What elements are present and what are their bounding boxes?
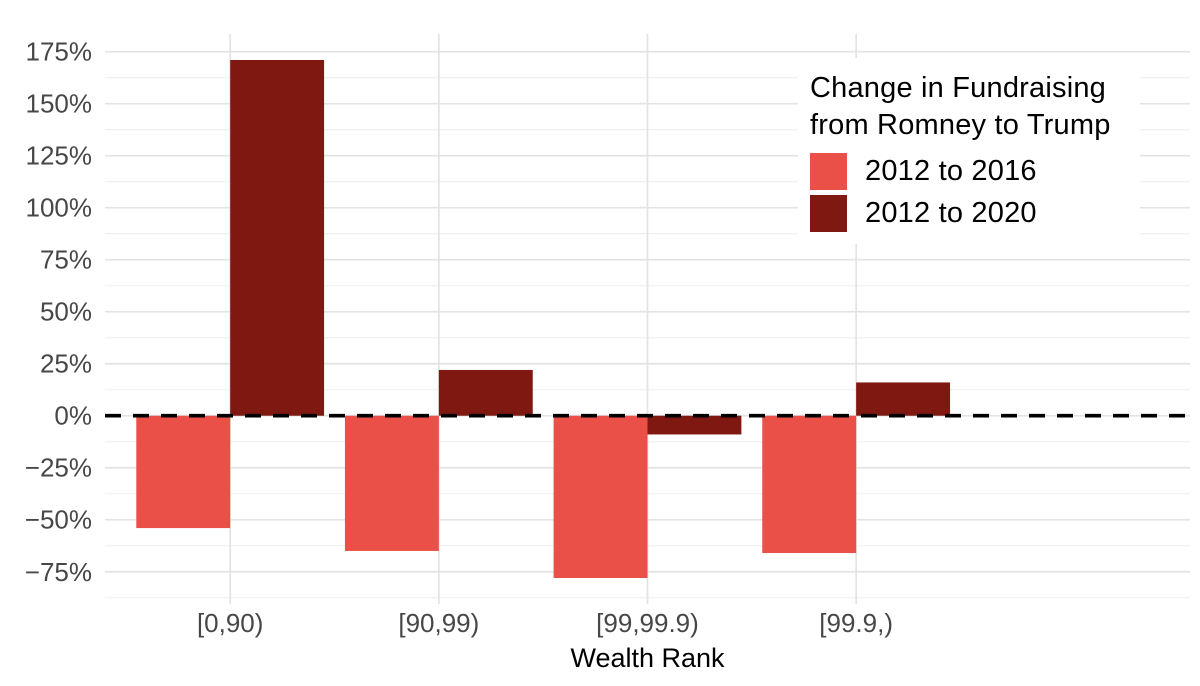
y-tick-label: 75% [40, 245, 92, 275]
legend-item-2012-2016: 2012 to 2016 [810, 153, 1140, 190]
y-tick-label: 125% [26, 141, 93, 171]
y-tick-label: −25% [25, 453, 92, 483]
bar-2012-to-2016-[99,99.9) [553, 415, 648, 578]
x-tick-label: [0,90) [197, 608, 264, 638]
legend-items: 2012 to 2016 2012 to 2020 [810, 153, 1140, 232]
y-tick-label: 0% [54, 401, 92, 431]
bar-2012-to-2020-[90,99) [438, 369, 533, 416]
bar-2012-to-2020-[99.9,) [856, 382, 951, 416]
legend-label-2012-2020: 2012 to 2020 [865, 197, 1037, 229]
y-tick-label: −50% [25, 505, 92, 535]
legend-item-2012-2020: 2012 to 2020 [810, 195, 1140, 232]
y-tick-label: 100% [26, 193, 93, 223]
legend-swatch-2012-2016 [810, 153, 847, 190]
y-tick-label: 50% [40, 297, 92, 327]
x-tick-label: [99.9,) [819, 608, 893, 638]
x-tick-label: [99,99.9) [596, 608, 699, 638]
bar-2012-to-2016-[90,99) [344, 415, 439, 551]
legend-swatch-2012-2020 [810, 195, 847, 232]
bar-2012-to-2016-[0,90) [136, 415, 231, 529]
y-tick-label: 175% [26, 37, 93, 67]
legend: Change in Fundraising from Romney to Tru… [798, 58, 1140, 244]
y-tick-label: 150% [26, 89, 93, 119]
bar-2012-to-2016-[99.9,) [762, 415, 857, 554]
legend-title-line1: Change in Fundraising [810, 72, 1106, 104]
legend-label-2012-2016: 2012 to 2016 [865, 155, 1037, 187]
x-tick-label: [90,99) [398, 608, 479, 638]
bar-2012-to-2020-[99,99.9) [647, 415, 742, 435]
y-tick-label: −75% [25, 557, 92, 587]
legend-title-line2: from Romney to Trump [810, 109, 1111, 141]
legend-title: Change in Fundraising from Romney to Tru… [810, 70, 1140, 144]
bar-2012-to-2020-[0,90) [230, 60, 325, 416]
y-tick-label: 25% [40, 349, 92, 379]
x-axis-title: Wealth Rank [570, 643, 725, 673]
